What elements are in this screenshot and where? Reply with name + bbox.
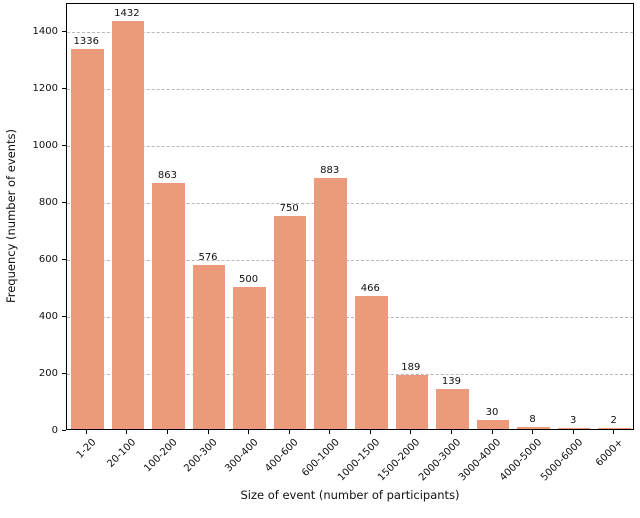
x-tick-label: 5000-6000	[538, 437, 585, 484]
x-tick-label: 200-300	[182, 437, 220, 475]
bar	[111, 21, 145, 429]
bar-value-label: 863	[157, 170, 177, 182]
x-tick-mark	[85, 430, 87, 434]
y-tick-mark	[62, 144, 66, 146]
x-tick-label: 1-20	[74, 437, 99, 461]
x-tick-mark	[369, 430, 371, 434]
bar-value-label: 750	[279, 202, 299, 214]
bar	[192, 265, 226, 429]
y-grid-line	[67, 31, 633, 33]
bar-value-label: 466	[360, 283, 380, 295]
y-tick-mark	[62, 258, 66, 260]
bar	[273, 215, 307, 429]
x-tick-label: 4000-5000	[498, 437, 545, 484]
y-tick-label: 1200	[32, 82, 58, 94]
bar	[314, 177, 347, 429]
x-tick-label: 400-600	[263, 437, 301, 475]
x-tick-label: 600-1000	[299, 437, 342, 479]
y-tick-mark	[62, 315, 66, 317]
x-tick-mark	[410, 430, 412, 434]
bar-value-label: 3	[569, 415, 577, 427]
x-tick-label: 3000-4000	[457, 437, 504, 484]
x-tick-label: 6000+	[593, 437, 626, 469]
y-tick-label: 400	[38, 310, 58, 322]
x-tick-mark	[329, 430, 331, 434]
bar	[233, 286, 266, 429]
y-axis-label: Frequency (number of events)	[4, 128, 18, 304]
bar-value-label: 500	[239, 273, 259, 285]
bar	[395, 375, 429, 429]
bar	[152, 183, 185, 429]
x-tick-label: 300-400	[223, 437, 261, 475]
x-tick-mark	[613, 430, 615, 434]
y-grid-line	[67, 88, 633, 90]
x-tick-mark	[126, 430, 128, 434]
bar-value-label: 189	[401, 362, 421, 374]
x-tick-mark	[288, 430, 290, 434]
x-tick-label: 1000-1500	[335, 437, 383, 484]
x-tick-label: 20-100	[105, 437, 139, 470]
bar-value-label: 8	[529, 413, 536, 425]
bar-value-label: 30	[485, 407, 499, 419]
x-tick-mark	[532, 430, 534, 434]
y-tick-mark	[62, 201, 66, 203]
y-grid-line	[67, 373, 633, 375]
y-tick-label: 200	[38, 367, 58, 379]
x-tick-label: 100-200	[141, 437, 180, 475]
y-tick-mark	[62, 429, 66, 431]
y-tick-label: 1000	[32, 139, 58, 151]
y-grid-line	[67, 145, 633, 147]
y-tick-mark	[62, 87, 66, 89]
plot-area	[66, 3, 634, 430]
x-tick-mark	[450, 430, 452, 434]
y-tick-label: 800	[38, 196, 58, 208]
bar-value-label: 139	[441, 376, 461, 388]
bar	[517, 426, 550, 429]
x-tick-mark	[248, 430, 250, 434]
y-grid-line	[67, 259, 633, 261]
x-tick-mark	[207, 430, 209, 434]
x-tick-mark	[491, 430, 493, 434]
x-tick-label: 1500-2000	[376, 437, 423, 484]
y-tick-mark	[62, 372, 66, 374]
x-tick-label: 2000-3000	[416, 437, 464, 484]
bar	[557, 428, 591, 429]
bar	[598, 428, 631, 429]
bar-value-label: 883	[320, 164, 340, 176]
y-tick-label: 0	[51, 424, 58, 436]
y-tick-label: 600	[38, 253, 58, 265]
bar	[355, 296, 388, 429]
bar-value-label: 1336	[73, 35, 100, 47]
y-tick-label: 1400	[32, 25, 58, 37]
y-grid-line	[67, 316, 633, 318]
x-axis-label: Size of event (number of participants)	[240, 488, 460, 502]
bar	[71, 48, 104, 429]
bar-value-label: 1432	[114, 8, 140, 20]
x-tick-mark	[572, 430, 574, 434]
bar	[476, 420, 510, 429]
bar-value-label: 2	[610, 415, 617, 427]
y-grid-line	[67, 202, 633, 204]
y-tick-mark	[62, 30, 66, 32]
bar	[436, 389, 469, 429]
x-tick-mark	[166, 430, 168, 434]
bar-value-label: 576	[198, 252, 218, 264]
